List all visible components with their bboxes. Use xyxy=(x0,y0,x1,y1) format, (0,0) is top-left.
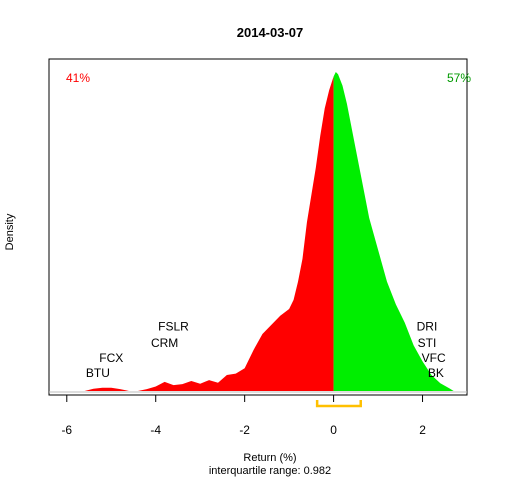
ticker-label-fcx: FCX xyxy=(99,351,123,365)
ticker-label-fslr: FSLR xyxy=(158,319,189,333)
interquartile-range-bracket xyxy=(315,400,362,408)
ticker-label-btu: BTU xyxy=(86,366,110,380)
x-tick-label: 0 xyxy=(330,423,337,437)
ticker-label-vfc: VFC xyxy=(422,351,446,365)
y-axis-label: Density xyxy=(4,213,16,250)
positive-density-area xyxy=(333,72,454,391)
positive-share-label: 57% xyxy=(447,71,471,85)
ticker-label-crm: CRM xyxy=(151,336,178,350)
negative-share-label: 41% xyxy=(66,71,90,85)
x-tick-label: 2 xyxy=(419,423,426,437)
x-tick-label: -6 xyxy=(61,423,72,437)
chart-title: 2014-03-07 xyxy=(237,25,304,40)
x-axis: -6 -4 -2 0 2 xyxy=(61,394,426,437)
ticker-label-sti: STI xyxy=(418,336,437,350)
ticker-label-bk: BK xyxy=(428,366,444,380)
x-tick-label: -2 xyxy=(239,423,250,437)
negative-density-area xyxy=(84,76,334,392)
ticker-label-dri: DRI xyxy=(417,319,438,333)
iqr-caption: interquartile range: 0.982 xyxy=(209,465,331,477)
x-tick-label: -4 xyxy=(150,423,161,437)
x-axis-label: Return (%) xyxy=(243,452,296,464)
